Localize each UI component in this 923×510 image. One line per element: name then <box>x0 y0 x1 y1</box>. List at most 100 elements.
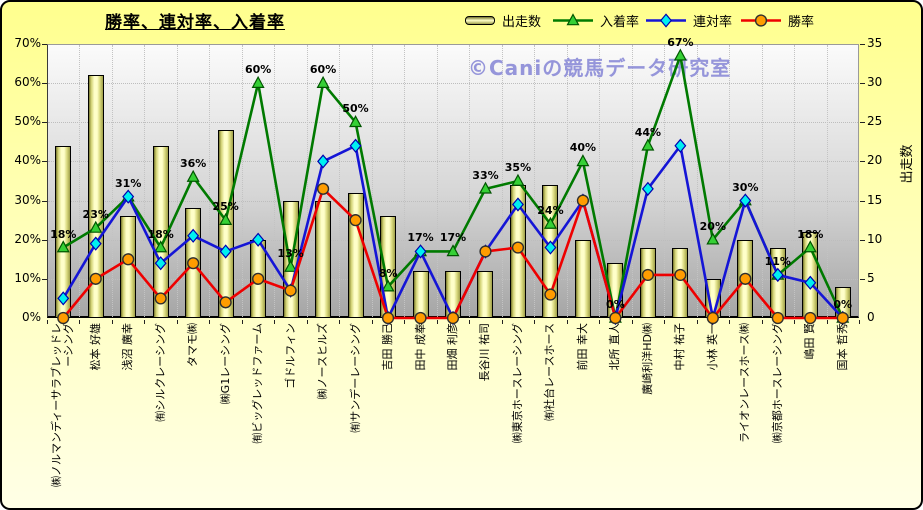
bar-column <box>509 184 526 318</box>
watermark: ©Caniの競馬データ研究室 <box>468 56 732 80</box>
y-right-tick-label: 10 <box>867 231 883 246</box>
grid-line-vertical <box>274 45 276 317</box>
grid-line-vertical <box>79 45 81 317</box>
right-axis-tick <box>860 200 865 202</box>
data-label: 25% <box>212 200 239 214</box>
data-label: 67% <box>667 35 694 49</box>
x-category-label: 嶋田 賢 <box>803 323 817 360</box>
right-axis-tick <box>860 161 865 163</box>
x-category-label: ゴドルフィン <box>283 323 297 389</box>
y-left-tick-label: 60% <box>14 75 41 90</box>
grid-line-vertical <box>176 45 178 317</box>
x-axis-tick <box>599 320 601 324</box>
left-axis-tick <box>42 83 47 85</box>
data-label: 11% <box>764 254 791 268</box>
data-label: 36% <box>179 157 207 171</box>
x-category-label: ㈱G1レーシング <box>218 323 232 405</box>
legend-bar-swatch-icon <box>465 16 495 25</box>
right-axis-tick <box>860 239 865 241</box>
x-axis-tick <box>274 320 276 324</box>
x-axis-tick <box>306 320 308 324</box>
x-category-label: 松本 好雄 <box>88 323 102 371</box>
y-right-tick-label: 20 <box>867 153 883 168</box>
grid-line-horizontal <box>48 122 858 124</box>
x-axis-tick <box>469 320 471 324</box>
grid-line-horizontal <box>48 161 858 163</box>
grid-line-vertical <box>631 45 633 317</box>
x-axis-tick <box>79 320 81 324</box>
x-axis-tick <box>111 320 113 324</box>
y-right-tick-label: 0 <box>867 310 875 324</box>
bar-column <box>315 200 332 318</box>
y-right-tick-label: 15 <box>867 192 883 207</box>
x-axis-tick <box>47 320 48 324</box>
x-axis-tick <box>761 320 763 324</box>
y-left-tick-label: 20% <box>14 231 41 246</box>
grid-line-vertical <box>599 45 601 317</box>
bar-column <box>347 192 364 318</box>
data-label: 60% <box>244 63 272 77</box>
data-label: 30% <box>732 180 759 194</box>
data-label: 40% <box>569 141 597 155</box>
left-axis-tick <box>42 239 47 241</box>
x-category-label: 前田 幸大 <box>575 323 589 371</box>
x-category-label: 北所 直人 <box>608 323 622 371</box>
bar-column <box>672 247 689 318</box>
x-category-label: ライオンレースホース㈱ <box>738 323 752 443</box>
marker-diamond <box>660 13 672 28</box>
x-axis-tick <box>144 320 146 324</box>
y-left-tick-label: 40% <box>14 153 41 168</box>
data-label: 0% <box>606 298 625 311</box>
bar-column <box>217 130 234 318</box>
x-category-label: ㈱東京ホースレーシング <box>510 323 524 444</box>
x-axis-tick <box>209 320 211 324</box>
right-axis-title: 出走数 <box>900 144 915 184</box>
x-category-label: ㈱ノルマンディーサラブレッドレーシング <box>50 323 76 488</box>
y-left-tick-label: 70% <box>14 36 41 50</box>
grid-line-vertical <box>241 45 243 317</box>
y-right-tick-label: 30 <box>867 75 883 90</box>
data-label: 13% <box>277 247 304 261</box>
grid-line-vertical <box>566 45 568 317</box>
data-label: 17% <box>439 231 467 245</box>
right-axis-tick <box>860 278 865 280</box>
bar-column <box>802 231 819 318</box>
data-label: 60% <box>309 63 337 77</box>
bar-column <box>120 216 137 318</box>
x-category-label: タマモ㈱ <box>186 323 200 367</box>
x-category-label: 吉田 勝己 <box>381 323 395 371</box>
x-axis-tick <box>534 320 536 324</box>
data-label: 50% <box>342 102 369 116</box>
x-axis-tick <box>501 320 503 324</box>
grid-line-vertical <box>664 45 666 317</box>
left-axis-tick <box>42 161 47 163</box>
data-label: 0% <box>833 298 853 311</box>
x-axis-tick <box>176 320 178 324</box>
x-axis-tick <box>371 320 373 324</box>
bar-column <box>737 239 754 318</box>
data-label: 31% <box>115 176 142 190</box>
x-category-label: 国本 哲秀 <box>835 323 849 371</box>
data-label: 18% <box>50 227 77 241</box>
bar-column <box>87 75 104 318</box>
data-label: 23% <box>82 207 109 221</box>
x-axis-tick <box>696 320 698 324</box>
x-category-label: ㈲シルクレーシング <box>153 323 167 422</box>
data-label: 18% <box>797 227 824 241</box>
legend-item-label: 出走数 <box>502 15 542 30</box>
x-axis-tick <box>826 320 828 324</box>
y-right-tick-label: 5 <box>867 270 875 285</box>
grid-line-vertical <box>794 45 796 317</box>
x-axis-tick <box>664 320 666 324</box>
x-category-label: ㈱京都ホースレーシング <box>770 323 784 444</box>
x-category-label: 長谷川 祐司 <box>478 323 492 382</box>
bar-column <box>639 247 656 318</box>
grid-line-vertical <box>696 45 698 317</box>
x-category-label: 中村 祐子 <box>673 323 687 371</box>
chart-title: 勝率、連対率、入着率 <box>105 13 285 33</box>
grid-line-vertical <box>306 45 308 317</box>
x-category-label: 田中 成奉 <box>413 323 427 371</box>
x-axis-tick <box>436 320 438 324</box>
left-axis-tick <box>42 200 47 202</box>
